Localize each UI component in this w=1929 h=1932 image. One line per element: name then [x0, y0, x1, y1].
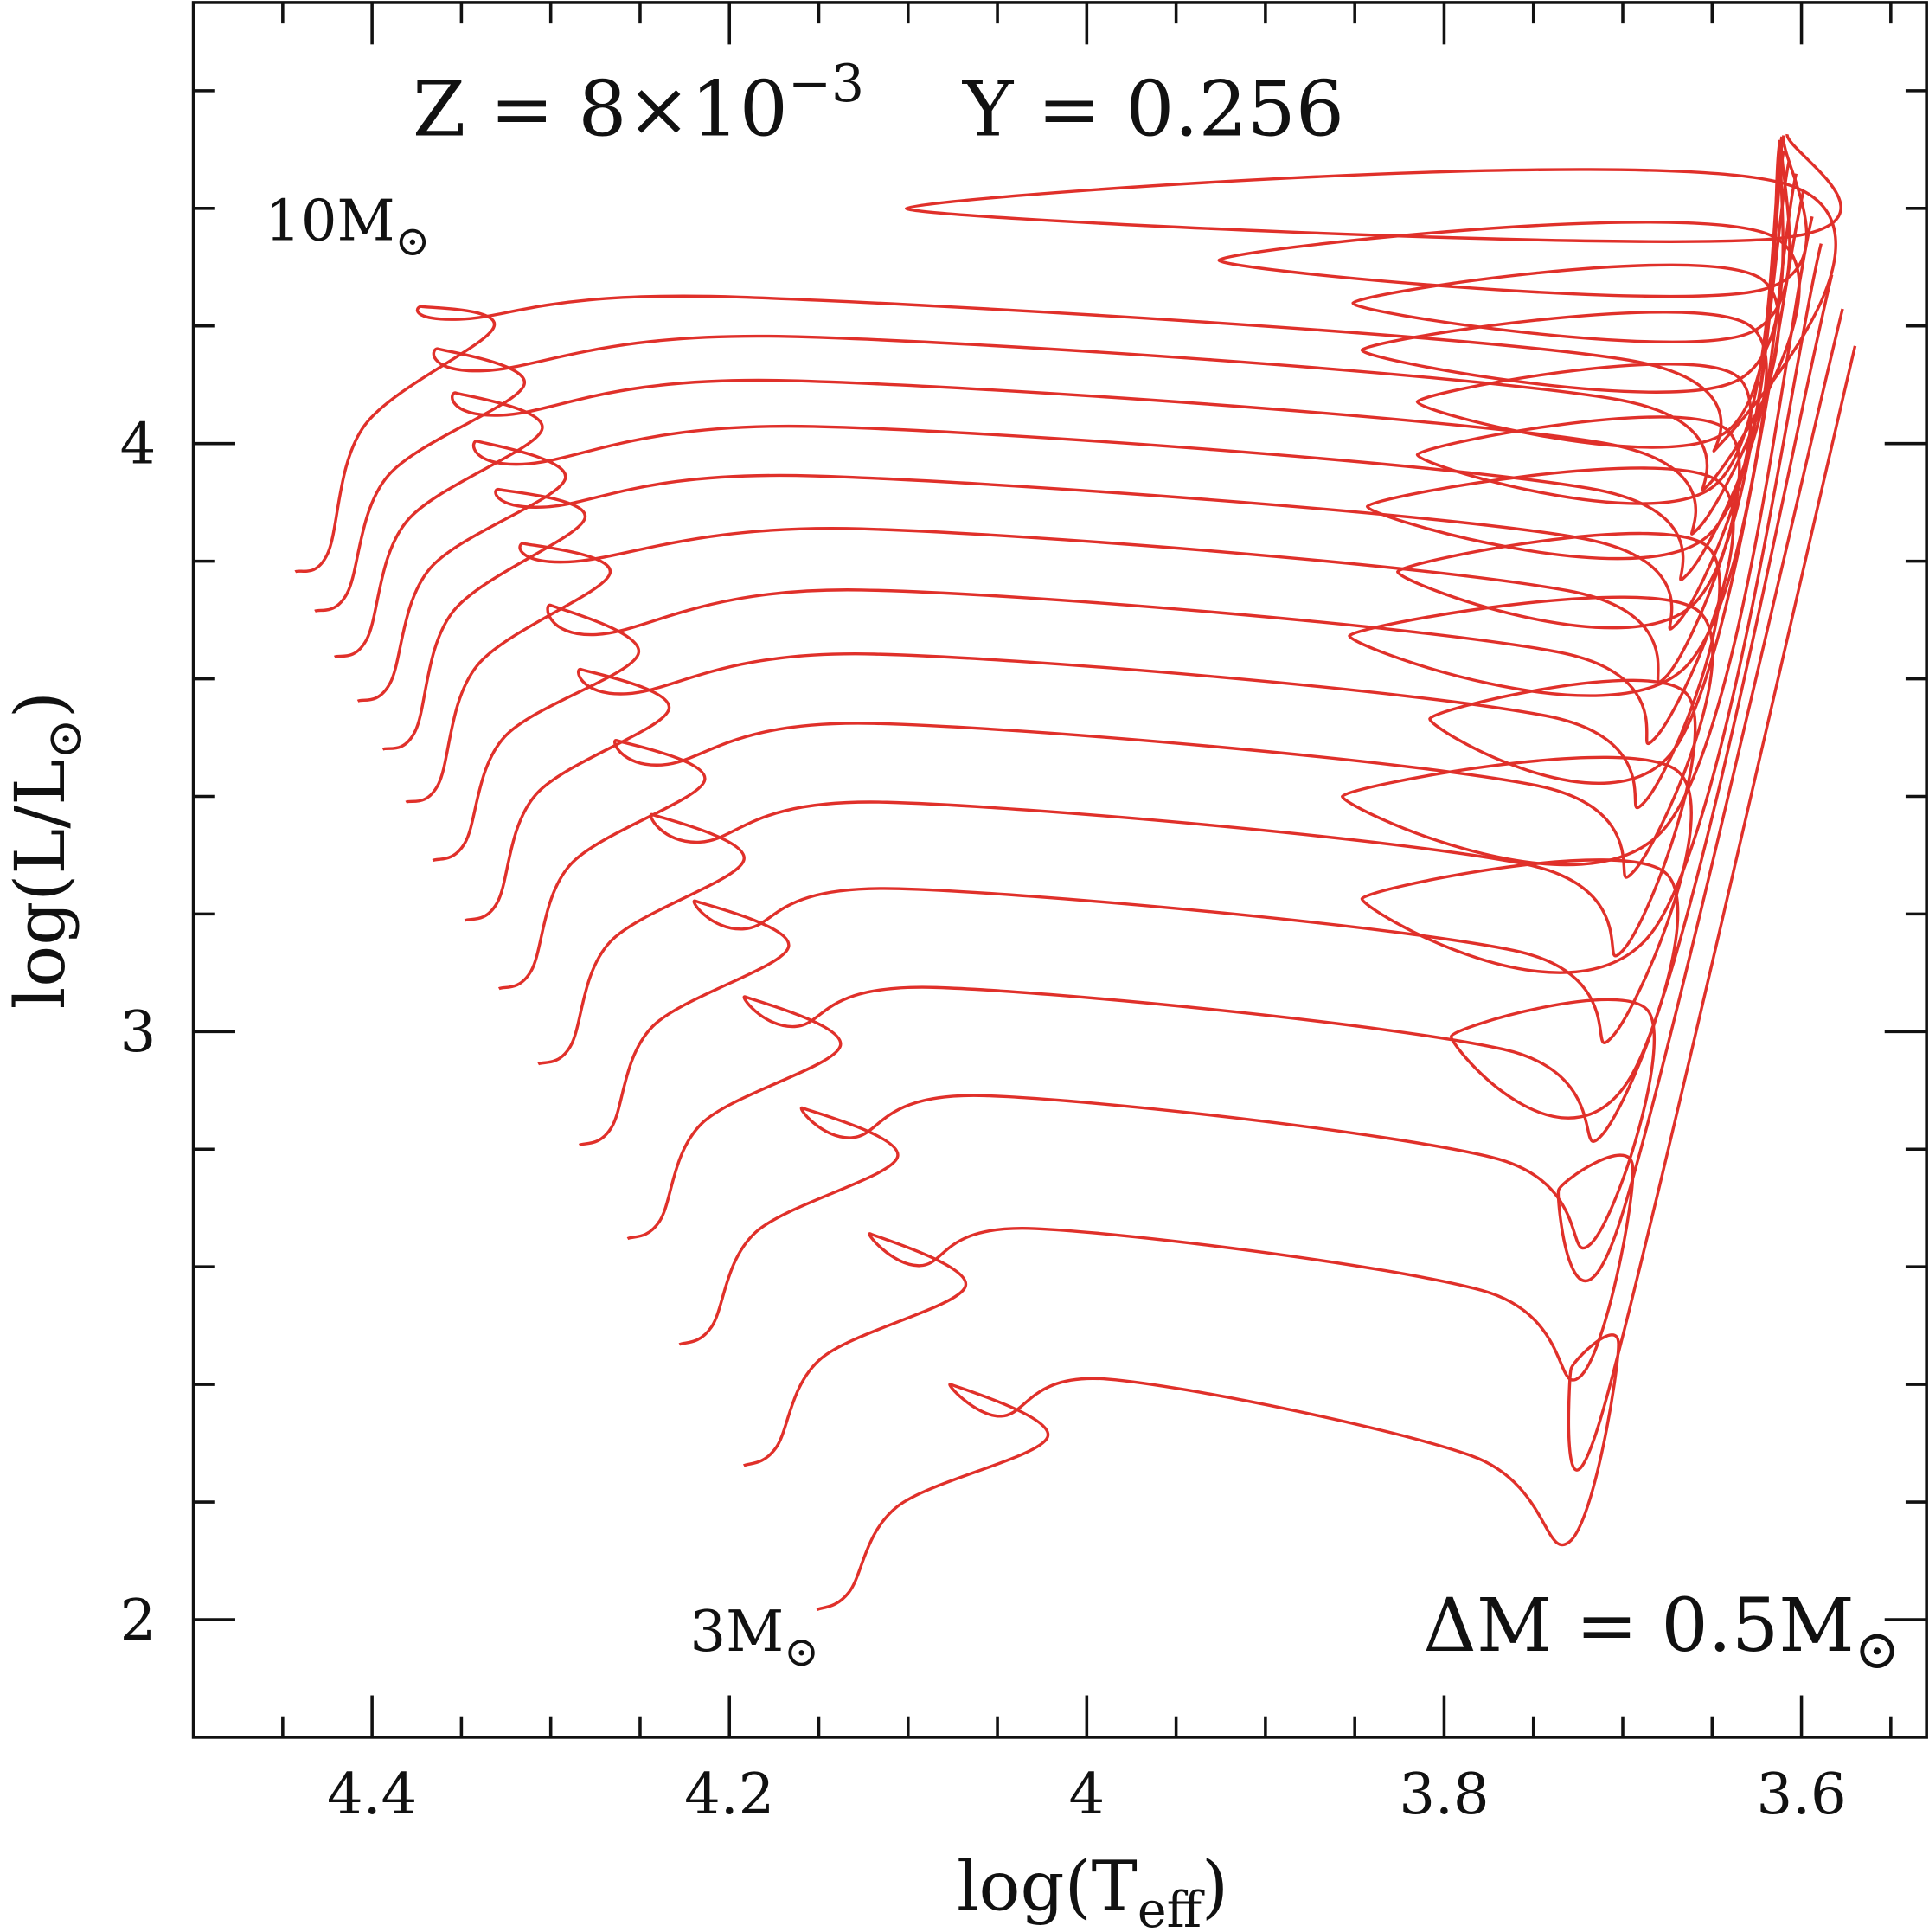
track-5.5-msun	[537, 191, 1805, 1066]
annotation-10msun: 10M⊙	[265, 189, 430, 266]
sun-symbol: ⊙	[1855, 1618, 1900, 1681]
track-10-msun	[294, 133, 1842, 574]
x-tick-label: 4	[1069, 1762, 1105, 1827]
title-z: Z = 8×10	[413, 65, 788, 154]
annotation-text: 10M	[265, 189, 394, 254]
annotation-text: 3M	[689, 1599, 784, 1665]
chart-title: Z = 8×10−3 Y = 0.256	[413, 54, 1344, 154]
title-z-exponent: −3	[788, 54, 864, 114]
annotation-delta-m: ΔM = 0.5M⊙	[1305, 1583, 1929, 1686]
x-label-main: log(T	[957, 1845, 1138, 1926]
y-axis-label: log(L/L⊙)	[0, 691, 93, 1009]
track-9.5-msun	[314, 135, 1809, 613]
track-3.5-msun	[742, 308, 1844, 1467]
track-4.5-msun	[626, 243, 1823, 1241]
y-tick-label: 4	[120, 411, 157, 477]
x-tick-label: 4.4	[327, 1762, 417, 1827]
sun-symbol: ⊙	[784, 1627, 819, 1676]
annotation-3msun: 3M⊙	[689, 1599, 818, 1676]
y-tick-label: 3	[120, 999, 157, 1065]
x-axis-label: log(Teff)	[957, 1845, 1228, 1932]
track-8-msun	[381, 139, 1782, 751]
track-7.5-msun	[405, 144, 1784, 804]
x-tick-label: 3.6	[1756, 1762, 1846, 1827]
track-9-msun	[333, 136, 1791, 659]
plot-frame	[191, 1, 1928, 1739]
evolutionary-tracks	[294, 133, 1857, 1612]
x-tick-label: 3.8	[1399, 1762, 1489, 1827]
title-y: Y = 0.256	[962, 65, 1344, 154]
track-6-msun	[497, 173, 1798, 991]
x-label-sub: eff	[1138, 1882, 1205, 1932]
x-tick-label: 4.2	[684, 1762, 774, 1827]
y-tick-label: 2	[120, 1588, 157, 1653]
track-4-msun	[678, 274, 1834, 1346]
track-8.5-msun	[356, 137, 1785, 703]
axis-ticks: 4.4 4.2 4 3.8 3.6 2 3 4	[120, 2, 1927, 1827]
x-label-close: )	[1202, 1845, 1228, 1926]
track-6.5-msun	[464, 161, 1791, 922]
track-3-msun	[816, 345, 1857, 1612]
y-label-sub: ⊙	[36, 718, 93, 760]
sun-symbol: ⊙	[395, 217, 431, 266]
track-5-msun	[578, 215, 1814, 1147]
annotation-text: ΔM = 0.5M	[1423, 1583, 1854, 1669]
track-7-msun	[432, 151, 1785, 863]
y-label-main: log(L/L	[0, 760, 80, 1009]
y-label-close: )	[0, 691, 80, 718]
